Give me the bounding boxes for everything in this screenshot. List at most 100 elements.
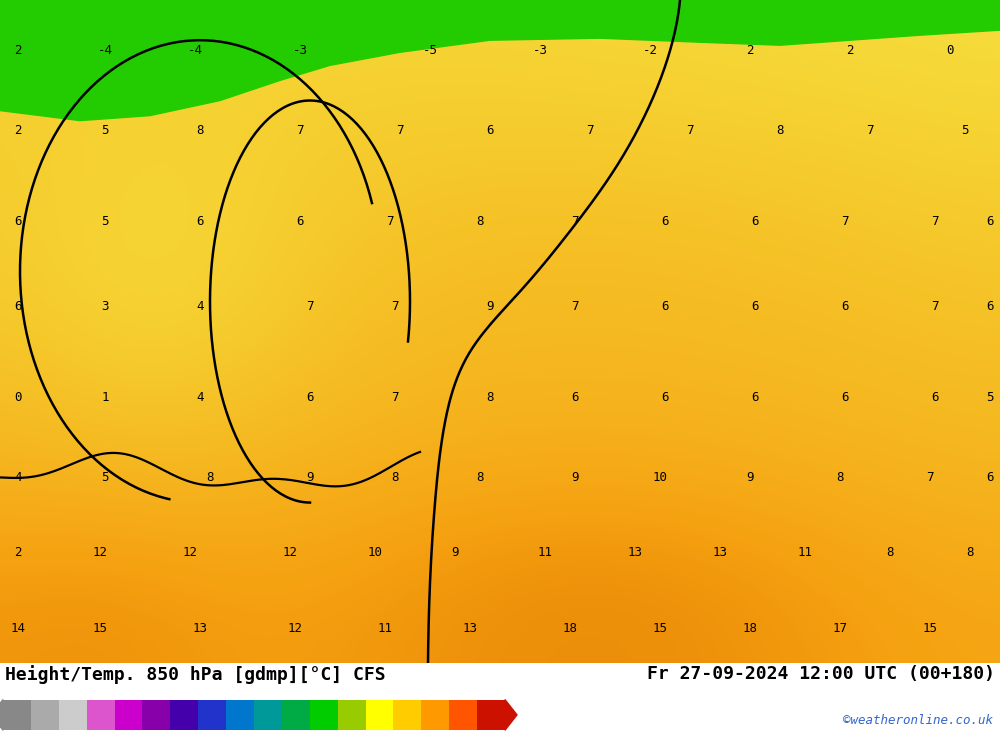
Bar <box>142 699 170 730</box>
Text: 18: 18 <box>742 622 758 635</box>
Text: 8: 8 <box>486 391 494 403</box>
Polygon shape <box>505 699 517 730</box>
Text: 3: 3 <box>101 300 109 313</box>
Text: 2: 2 <box>746 44 754 56</box>
Text: 7: 7 <box>866 124 874 137</box>
Text: 13: 13 <box>462 622 478 635</box>
Text: 6: 6 <box>306 391 314 403</box>
Text: 7: 7 <box>296 124 304 137</box>
Text: 8: 8 <box>886 546 894 559</box>
Text: 0: 0 <box>946 44 954 56</box>
Polygon shape <box>0 0 1000 121</box>
Text: 6: 6 <box>571 391 579 403</box>
Bar <box>59 699 87 730</box>
Text: 15: 15 <box>922 622 938 635</box>
Bar <box>366 699 393 730</box>
Text: 12: 12 <box>182 546 198 559</box>
Text: 7: 7 <box>306 300 314 313</box>
Bar <box>477 699 505 730</box>
Bar <box>449 699 477 730</box>
Text: 2: 2 <box>14 546 22 559</box>
Text: 10: 10 <box>652 471 668 484</box>
Bar <box>254 699 282 730</box>
Text: 6: 6 <box>296 215 304 228</box>
Text: 0: 0 <box>14 391 22 403</box>
Text: 2: 2 <box>846 44 854 56</box>
Text: 8: 8 <box>776 124 784 137</box>
Text: 6: 6 <box>661 391 669 403</box>
Text: 6: 6 <box>14 215 22 228</box>
Bar <box>338 699 366 730</box>
Text: 6: 6 <box>986 300 994 313</box>
Text: 5: 5 <box>961 124 969 137</box>
Text: 18: 18 <box>562 622 578 635</box>
Text: 7: 7 <box>396 124 404 137</box>
Text: 6: 6 <box>841 391 849 403</box>
Text: 8: 8 <box>196 124 204 137</box>
Text: 5: 5 <box>101 471 109 484</box>
Text: 11: 11 <box>798 546 812 559</box>
Text: 7: 7 <box>841 215 849 228</box>
Text: 13: 13 <box>712 546 728 559</box>
Text: 13: 13 <box>628 546 642 559</box>
Text: 15: 15 <box>92 622 108 635</box>
Text: 4: 4 <box>196 300 204 313</box>
Bar <box>170 699 198 730</box>
Text: 6: 6 <box>986 471 994 484</box>
Text: 7: 7 <box>931 300 939 313</box>
Text: 7: 7 <box>931 215 939 228</box>
Bar <box>282 699 310 730</box>
Text: 17: 17 <box>832 622 848 635</box>
Bar <box>421 699 449 730</box>
Text: 11: 11 <box>538 546 552 559</box>
Text: 7: 7 <box>571 215 579 228</box>
Text: 9: 9 <box>451 546 459 559</box>
Text: 8: 8 <box>476 215 484 228</box>
Text: 4: 4 <box>14 471 22 484</box>
Text: 4: 4 <box>196 391 204 403</box>
Bar <box>310 699 338 730</box>
Text: 9: 9 <box>746 471 754 484</box>
Text: 6: 6 <box>661 215 669 228</box>
Text: 8: 8 <box>836 471 844 484</box>
Text: 6: 6 <box>841 300 849 313</box>
Text: 9: 9 <box>571 471 579 484</box>
Text: -5: -5 <box>422 44 438 56</box>
Text: 14: 14 <box>10 622 26 635</box>
Text: 11: 11 <box>378 622 392 635</box>
Text: 9: 9 <box>306 471 314 484</box>
Text: 7: 7 <box>386 215 394 228</box>
Text: 8: 8 <box>391 471 399 484</box>
Bar <box>393 699 421 730</box>
Text: -3: -3 <box>292 44 308 56</box>
Bar <box>115 699 142 730</box>
Text: 12: 12 <box>92 546 108 559</box>
Text: 5: 5 <box>101 215 109 228</box>
Text: 7: 7 <box>586 124 594 137</box>
Text: 6: 6 <box>14 300 22 313</box>
Text: 6: 6 <box>661 300 669 313</box>
Text: 7: 7 <box>391 300 399 313</box>
Text: -4: -4 <box>98 44 112 56</box>
Text: 10: 10 <box>368 546 382 559</box>
Text: 5: 5 <box>986 391 994 403</box>
Text: ©weatheronline.co.uk: ©weatheronline.co.uk <box>843 715 993 727</box>
Text: 6: 6 <box>751 300 759 313</box>
Text: -2: -2 <box>642 44 658 56</box>
Text: 6: 6 <box>486 124 494 137</box>
Text: 7: 7 <box>571 300 579 313</box>
Bar <box>87 699 115 730</box>
Text: 8: 8 <box>476 471 484 484</box>
Text: 6: 6 <box>196 215 204 228</box>
Text: 15: 15 <box>652 622 668 635</box>
Text: 5: 5 <box>101 124 109 137</box>
Text: 6: 6 <box>986 215 994 228</box>
Text: -4: -4 <box>188 44 202 56</box>
Text: 7: 7 <box>686 124 694 137</box>
Text: Height/Temp. 850 hPa [gdmp][°C] CFS: Height/Temp. 850 hPa [gdmp][°C] CFS <box>5 665 386 684</box>
Text: -3: -3 <box>532 44 548 56</box>
Text: 1: 1 <box>101 391 109 403</box>
Bar <box>198 699 226 730</box>
Text: 12: 12 <box>283 546 298 559</box>
Text: 6: 6 <box>751 391 759 403</box>
